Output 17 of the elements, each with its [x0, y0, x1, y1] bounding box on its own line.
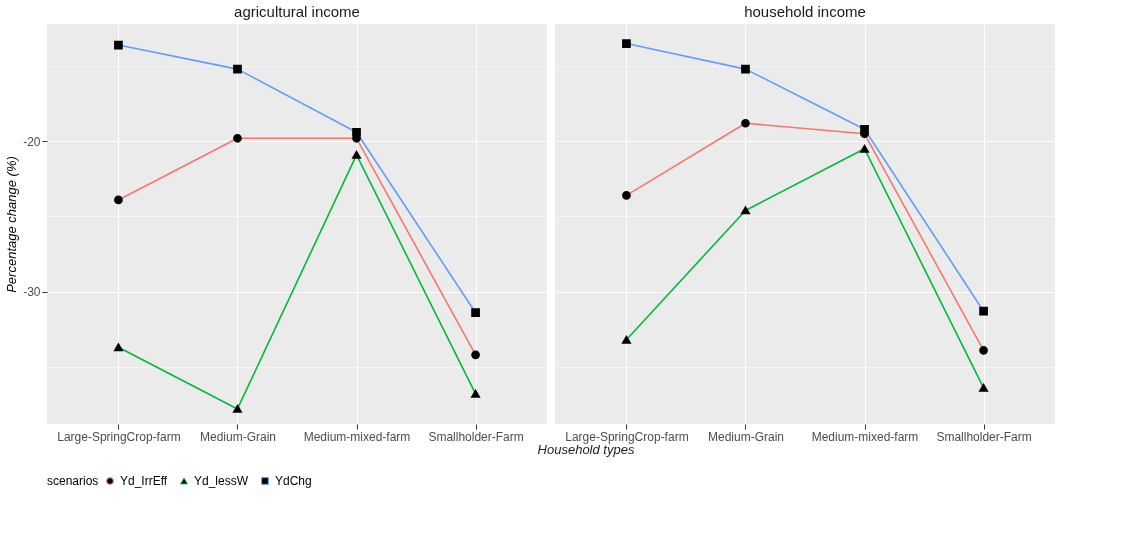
y-tick-label: -20: [23, 134, 41, 149]
x-tick-label: Large-SpringCrop-farm: [565, 429, 689, 444]
x-tick-label: Medium-mixed-farm: [303, 429, 411, 444]
x-tick-label: Medium-Grain: [707, 429, 784, 444]
x-tick-label: Large-SpringCrop-farm: [57, 429, 181, 444]
legend-title: scenarios: [47, 474, 99, 488]
x-tick-label: Smallholder-Farm: [428, 429, 524, 444]
x-tick-label: Medium-mixed-farm: [811, 429, 919, 444]
x-tick-label: Smallholder-Farm: [936, 429, 1032, 444]
legend-label: Yd_lessW: [194, 474, 249, 488]
legend-label: YdChg: [275, 474, 312, 488]
y-tick-label: -30: [23, 285, 41, 300]
y-axis-title: Percentage change (%): [4, 156, 20, 293]
chart-title: household income: [744, 3, 866, 20]
legend-label: Yd_IrrEff: [120, 474, 168, 488]
x-tick-label: Medium-Grain: [199, 429, 276, 444]
chart-title: agricultural income: [234, 3, 360, 20]
